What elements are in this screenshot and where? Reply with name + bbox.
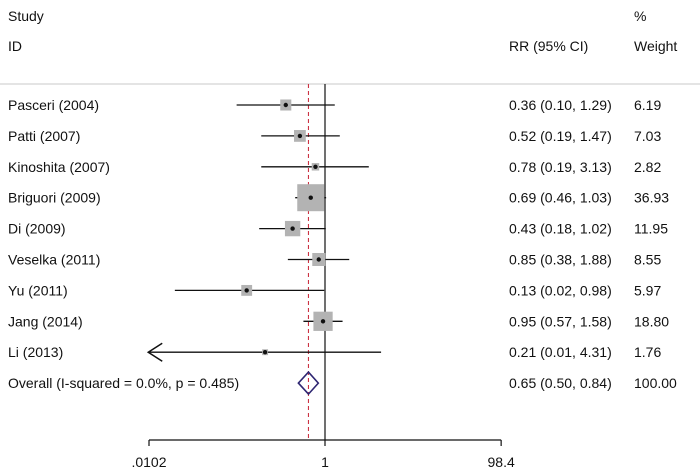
study-weight: 8.55 <box>634 252 661 268</box>
overall-weight: 100.00 <box>634 375 677 391</box>
study-label: Kinoshita (2007) <box>8 159 110 175</box>
overall-label: Overall (I-squared = 0.0%, p = 0.485) <box>8 375 239 391</box>
study-weight: 2.82 <box>634 159 661 175</box>
study-row: Yu (2011) 0.13 (0.02, 0.98) 5.97 <box>8 282 661 298</box>
ci-arrow-left <box>146 342 163 362</box>
x-tick-label: 1 <box>321 454 329 470</box>
header-percent: % <box>634 8 646 24</box>
x-tick-label: 98.4 <box>488 454 515 470</box>
study-weight: 5.97 <box>634 282 661 298</box>
x-axis: .0102 1 98.4 <box>131 439 515 470</box>
point-estimate <box>283 102 288 108</box>
header-weight: Weight <box>634 38 677 54</box>
study-row: Patti (2007) 0.52 (0.19, 1.47) 7.03 <box>8 128 661 144</box>
study-weight: 1.76 <box>634 344 661 360</box>
study-weight: 11.95 <box>634 221 668 237</box>
study-row: Jang (2014) 0.95 (0.57, 1.58) 18.80 <box>8 311 669 331</box>
overall-diamond <box>297 370 320 396</box>
study-rows: Pasceri (2004) 0.36 (0.10, 1.29) 6.19 Patti… <box>8 84 677 440</box>
study-label: Briguori (2009) <box>8 190 101 206</box>
point-estimate <box>313 164 318 169</box>
study-weight: 7.03 <box>634 128 661 144</box>
study-weight: 36.93 <box>634 190 669 206</box>
study-label: Yu (2011) <box>8 282 68 298</box>
overall-row: Overall (I-squared = 0.0%, p = 0.485) 0.6… <box>8 370 677 396</box>
study-weight: 6.19 <box>634 97 661 113</box>
point-estimate <box>316 257 321 262</box>
study-row: Briguori (2009) 0.69 (0.46, 1.03) 36.93 <box>8 184 669 212</box>
study-weight: 18.80 <box>634 313 669 329</box>
study-ci: 0.13 (0.02, 0.98) <box>509 282 612 298</box>
study-row: Pasceri (2004) 0.36 (0.10, 1.29) 6.19 <box>8 97 661 113</box>
header-study: Study <box>8 8 44 24</box>
point-estimate <box>308 195 313 200</box>
study-ci: 0.43 (0.18, 1.02) <box>509 221 612 237</box>
study-label: Li (2013) <box>8 344 63 360</box>
header-id: ID <box>8 38 22 54</box>
study-row: Kinoshita (2007) 0.78 (0.19, 3.13) 2.82 <box>8 159 661 175</box>
point-estimate <box>297 133 303 139</box>
study-label: Di (2009) <box>8 221 66 237</box>
study-ci: 0.78 (0.19, 3.13) <box>509 159 612 175</box>
point-estimate <box>320 319 326 324</box>
study-label: Patti (2007) <box>8 128 80 144</box>
point-estimate <box>244 288 249 293</box>
study-ci: 0.95 (0.57, 1.58) <box>509 313 612 329</box>
study-row: Di (2009) 0.43 (0.18, 1.02) 11.95 <box>8 221 668 237</box>
study-row: Li (2013) 0.21 (0.01, 4.31) 1.76 <box>8 342 661 362</box>
study-label: Veselka (2011) <box>8 252 100 268</box>
point-estimate <box>262 350 268 355</box>
overall-ci: 0.65 (0.50, 0.84) <box>509 375 612 391</box>
study-label: Jang (2014) <box>8 313 83 329</box>
study-row: Veselka (2011) 0.85 (0.38, 1.88) 8.55 <box>8 252 661 268</box>
study-ci: 0.36 (0.10, 1.29) <box>509 97 612 113</box>
point-estimate <box>290 226 295 231</box>
header-rr: RR (95% CI) <box>509 38 588 54</box>
study-label: Pasceri (2004) <box>8 97 99 113</box>
x-tick-label: .0102 <box>131 454 166 470</box>
study-ci: 0.85 (0.38, 1.88) <box>509 252 612 268</box>
study-ci: 0.52 (0.19, 1.47) <box>509 128 612 144</box>
study-ci: 0.21 (0.01, 4.31) <box>509 344 612 360</box>
study-ci: 0.69 (0.46, 1.03) <box>509 190 612 206</box>
